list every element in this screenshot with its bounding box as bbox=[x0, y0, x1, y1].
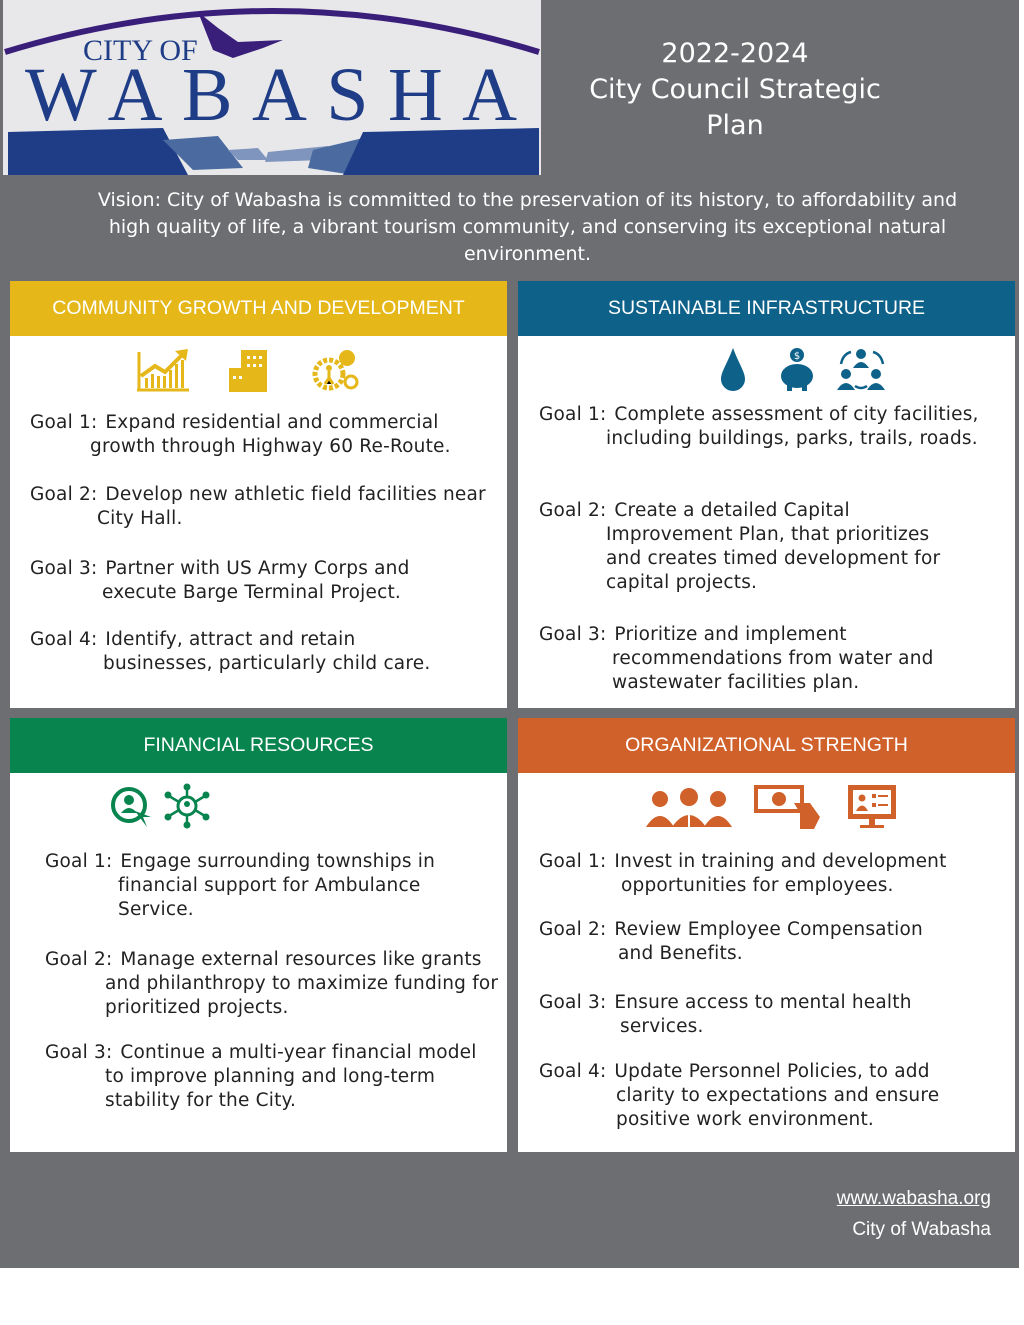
goal-item: Goal 2: Create a detailed Capital Improve… bbox=[539, 499, 959, 595]
goal-item: Goal 3: Continue a multi-year financial m… bbox=[45, 1041, 500, 1113]
panel-header: COMMUNITY GROWTH AND DEVELOPMENT bbox=[10, 281, 507, 336]
goal-item: Goal 1: Expand residential and commercial… bbox=[30, 411, 490, 459]
goal-label: Goal 3: bbox=[30, 558, 98, 579]
piggy-bank-icon: $ bbox=[780, 348, 813, 391]
people-cycle-icon bbox=[836, 349, 885, 390]
panel-header: ORGANIZATIONAL STRENGTH bbox=[518, 718, 1015, 773]
goal-text: Prioritize and implement recommendations… bbox=[612, 624, 934, 693]
panel-organizational-strength: ORGANIZATIONAL STRENGTH Goal 1: Invest in… bbox=[518, 718, 1015, 1152]
person-target-icon bbox=[110, 787, 151, 827]
goal-item: Goal 2: Review Employee Compensation and … bbox=[539, 918, 939, 966]
goal-item: Goal 4: Update Personnel Policies, to add… bbox=[539, 1060, 979, 1132]
goal-label: Goal 3: bbox=[539, 992, 607, 1013]
svg-text:CITY OF: CITY OF bbox=[83, 34, 198, 67]
gears-person-icon bbox=[312, 350, 358, 391]
goal-text: Create a detailed Capital Improvement Pl… bbox=[606, 500, 941, 593]
goal-text: Identify, attract and retain businesses,… bbox=[103, 629, 431, 674]
city-logo: CITY OF WABASHA bbox=[3, 0, 541, 175]
growth-chart-icon bbox=[136, 349, 189, 392]
goal-item: Goal 4: Identify, attract and retain busi… bbox=[30, 628, 470, 676]
goal-item: Goal 3: Partner with US Army Corps and ex… bbox=[30, 557, 450, 605]
goal-label: Goal 3: bbox=[539, 624, 607, 645]
panel-community-growth: COMMUNITY GROWTH AND DEVELOPMENT Goal 1:… bbox=[10, 281, 507, 708]
goal-item: Goal 1: Invest in training and developmen… bbox=[539, 850, 979, 898]
buildings-icon bbox=[228, 350, 267, 392]
footer: www.wabasha.org City of Wabasha bbox=[837, 1183, 991, 1245]
goal-label: Goal 1: bbox=[539, 851, 607, 872]
water-drop-icon bbox=[720, 348, 745, 391]
website-link[interactable]: www.wabasha.org bbox=[836, 1188, 991, 1209]
money-hand-icon bbox=[753, 785, 820, 829]
title-line2: Plan bbox=[706, 110, 764, 141]
panel-sustainable-infrastructure: SUSTAINABLE INFRASTRUCTURE $ Goal 1: Comp… bbox=[518, 281, 1015, 708]
panel-header: FINANCIAL RESOURCES bbox=[10, 718, 507, 773]
goal-item: Goal 2: Manage external resources like gr… bbox=[45, 948, 505, 1020]
goal-text: Update Personnel Policies, to add clarit… bbox=[614, 1061, 940, 1130]
team-icon bbox=[645, 788, 732, 827]
goal-label: Goal 2: bbox=[30, 484, 98, 505]
panel-financial-resources: FINANCIAL RESOURCES Goal 1: Engage surrou… bbox=[10, 718, 507, 1152]
svg-text:WABASHA: WABASHA bbox=[25, 53, 517, 137]
goal-item: Goal 2: Develop new athletic field facili… bbox=[30, 483, 490, 531]
goal-label: Goal 3: bbox=[45, 1042, 113, 1063]
goal-text: Manage external resources like grants an… bbox=[105, 949, 499, 1018]
goal-label: Goal 2: bbox=[45, 949, 113, 970]
goal-item: Goal 3: Prioritize and implement recommen… bbox=[539, 623, 969, 695]
svg-text:$: $ bbox=[793, 351, 799, 362]
vision-statement: Vision: City of Wabasha is committed to … bbox=[97, 189, 958, 265]
goal-text: Invest in training and development oppor… bbox=[614, 851, 947, 896]
title-line1: City Council Strategic bbox=[589, 74, 881, 105]
goal-label: Goal 4: bbox=[30, 629, 98, 650]
goal-text: Review Employee Compensation and Benefit… bbox=[614, 919, 923, 964]
goal-label: Goal 1: bbox=[45, 851, 113, 872]
page-title: 2022-2024 City Council Strategic Plan bbox=[560, 36, 910, 144]
goal-label: Goal 4: bbox=[539, 1061, 607, 1082]
goal-text: Expand residential and commercial growth… bbox=[90, 412, 451, 457]
page-background: CITY OF WABASHA 2022-2024 City Council S… bbox=[0, 0, 1019, 1268]
monitor-profile-icon bbox=[847, 785, 896, 828]
goal-text: Partner with US Army Corps and execute B… bbox=[102, 558, 410, 603]
goal-text: Ensure access to mental health services. bbox=[614, 992, 912, 1037]
goal-label: Goal 1: bbox=[30, 412, 98, 433]
goal-item: Goal 1: Engage surrounding townships in f… bbox=[45, 850, 465, 922]
goal-text: Engage surrounding townships in financia… bbox=[118, 851, 436, 920]
footer-org-name: City of Wabasha bbox=[852, 1219, 991, 1240]
goal-item: Goal 3: Ensure access to mental health se… bbox=[539, 991, 939, 1039]
goal-item: Goal 1: Complete assessment of city facil… bbox=[539, 403, 979, 451]
goal-label: Goal 2: bbox=[539, 919, 607, 940]
goal-text: Complete assessment of city facilities, … bbox=[606, 404, 979, 449]
goal-text: Develop new athletic field facilities ne… bbox=[97, 484, 486, 529]
goal-text: Continue a multi-year financial model to… bbox=[105, 1042, 477, 1111]
panel-header: SUSTAINABLE INFRASTRUCTURE bbox=[518, 281, 1015, 336]
goal-label: Goal 1: bbox=[539, 404, 607, 425]
title-years: 2022-2024 bbox=[661, 38, 809, 69]
goal-label: Goal 2: bbox=[539, 500, 607, 521]
network-icon bbox=[164, 783, 209, 829]
